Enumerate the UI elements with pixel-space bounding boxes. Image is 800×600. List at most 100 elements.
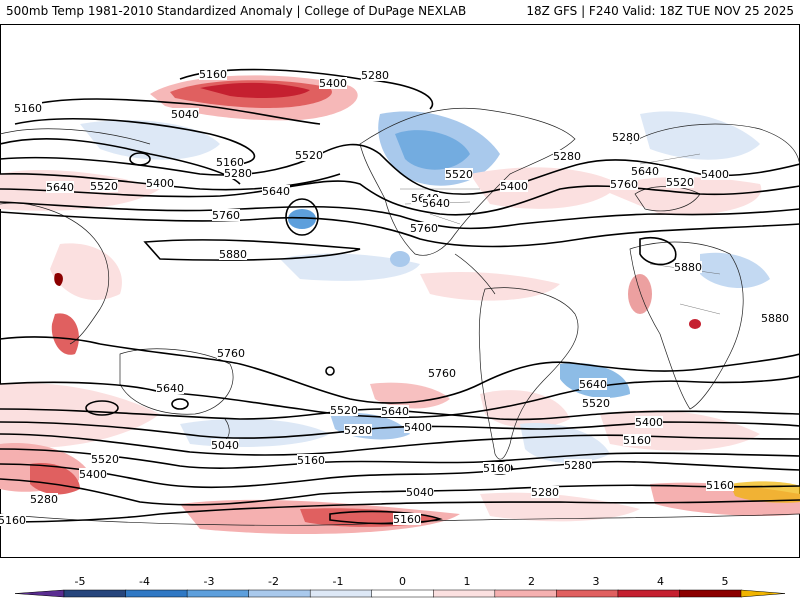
colorbar-tick-label: -5 xyxy=(75,575,86,588)
contour-label-bg xyxy=(156,382,184,394)
contour-label: 5400 xyxy=(701,168,729,181)
anomaly-colorbar: -5 -4 -3 -2 -1 0 1 2 3 4 5 xyxy=(14,575,786,598)
contour-label: 5640 xyxy=(156,382,184,395)
contour-label-bg xyxy=(262,185,290,197)
colorbar-tick-label: 3 xyxy=(593,575,600,588)
contour-label-bg xyxy=(216,156,244,168)
colorbar-segment xyxy=(248,589,311,598)
contour-label-bg xyxy=(217,347,245,359)
contour-label-bg xyxy=(361,69,389,81)
contour-label-bg xyxy=(30,493,58,505)
contour-label-bg xyxy=(674,261,702,273)
contour-label-bg xyxy=(579,378,607,390)
contour-label-bg xyxy=(706,479,734,491)
contour-label: 5280 xyxy=(30,493,58,506)
model-valid-time: 18Z GFS | F240 Valid: 18Z TUE NOV 25 202… xyxy=(526,4,794,18)
contour-label: 5760 xyxy=(217,347,245,360)
colorbar-tick-label: 1 xyxy=(464,575,471,588)
colorbar-segment xyxy=(63,589,127,598)
colorbar-segment xyxy=(679,589,742,598)
contour-label: 5520 xyxy=(666,176,694,189)
contour-label-bg xyxy=(146,177,174,189)
colorbar-max-arrow xyxy=(740,589,786,598)
contour-label: 5160 xyxy=(0,514,26,527)
contour-label-bg xyxy=(410,222,438,234)
contour-label-bg xyxy=(297,454,325,466)
colorbar-segment xyxy=(309,589,373,598)
contour-label-bg xyxy=(610,178,638,190)
contour-label-bg xyxy=(224,167,252,179)
colorbar-tick-label: 2 xyxy=(528,575,535,588)
contour-label-bg xyxy=(319,77,347,89)
contour-label: 5160 xyxy=(216,156,244,169)
contour-label-bg xyxy=(381,405,409,417)
contour-label: 5160 xyxy=(483,462,511,475)
contour-label-bg xyxy=(582,397,610,409)
colorbar-tick-label: 0 xyxy=(399,575,406,588)
contour-label: 5400 xyxy=(404,421,432,434)
contour-label: 5160 xyxy=(623,434,651,447)
contour-label-bg xyxy=(445,168,473,180)
contour-label-bg xyxy=(483,462,511,474)
contour-label: 5280 xyxy=(361,69,389,82)
contour-label: 5400 xyxy=(146,177,174,190)
contour-label-bg xyxy=(422,197,450,209)
contour-label-bg xyxy=(500,180,528,192)
contour-label: 5880 xyxy=(761,312,789,325)
contour-label: 5400 xyxy=(635,416,663,429)
contour-label-bg xyxy=(295,149,323,161)
contour-label-bg xyxy=(211,439,239,451)
contour-label-bg xyxy=(199,68,227,80)
contour-label: 5160 xyxy=(393,513,421,526)
contour-label: 5040 xyxy=(211,439,239,452)
colorbar-segment xyxy=(617,589,681,598)
colorbar-segment xyxy=(556,589,619,598)
contour-label-bg xyxy=(612,131,640,143)
colorbar-tick-label: -3 xyxy=(204,575,215,588)
contour-label: 5520 xyxy=(330,404,358,417)
contour-label: 5520 xyxy=(90,180,118,193)
contour-label: 5160 xyxy=(14,102,42,115)
contour-label-bg xyxy=(553,150,581,162)
contour-label-bg xyxy=(14,102,42,114)
contour-label-bg xyxy=(666,176,694,188)
contour-label: 5160 xyxy=(297,454,325,467)
contour-label: 5400 xyxy=(319,77,347,90)
contour-label-bg xyxy=(212,209,240,221)
contour-label-bg xyxy=(0,514,26,526)
contour-label-bg xyxy=(330,404,358,416)
contour-label: 5640 xyxy=(262,185,290,198)
contour-label: 5280 xyxy=(564,459,592,472)
contour-label: 5520 xyxy=(582,397,610,410)
colorbar-segment xyxy=(125,589,188,598)
colorbar-tick-label: -2 xyxy=(268,575,279,588)
colorbar-min-arrow xyxy=(14,589,65,598)
colorbar-segment xyxy=(494,589,558,598)
contour-label: 5400 xyxy=(500,180,528,193)
colorbar-segment xyxy=(186,589,250,598)
contour-label-bg xyxy=(406,486,434,498)
contour-label-bg xyxy=(428,367,456,379)
contour-label: 5760 xyxy=(410,222,438,235)
contour-label-bg xyxy=(79,468,107,480)
contour-label: 5640 xyxy=(46,181,74,194)
colorbar-segment xyxy=(433,589,496,598)
contour-label-bg xyxy=(91,453,119,465)
contour-label-bg xyxy=(90,180,118,192)
contour-label-bg xyxy=(635,416,663,428)
contour-label-bg xyxy=(564,459,592,471)
contour-label: 5160 xyxy=(706,479,734,492)
colorbar-tick-label: -1 xyxy=(333,575,344,588)
contour-label-bg xyxy=(46,181,74,193)
contour-label: 5640 xyxy=(631,165,659,178)
contour-label: 5760 xyxy=(212,209,240,222)
contour-label: 5280 xyxy=(344,424,372,437)
contour-label: 5400 xyxy=(79,468,107,481)
contour-label: 5280 xyxy=(553,150,581,163)
contour-label-bg xyxy=(631,165,659,177)
colorbar-tick-label: 5 xyxy=(722,575,729,588)
contour-label: 5280 xyxy=(224,167,252,180)
contour-label-bg xyxy=(219,248,247,260)
contour-label: 5280 xyxy=(531,486,559,499)
